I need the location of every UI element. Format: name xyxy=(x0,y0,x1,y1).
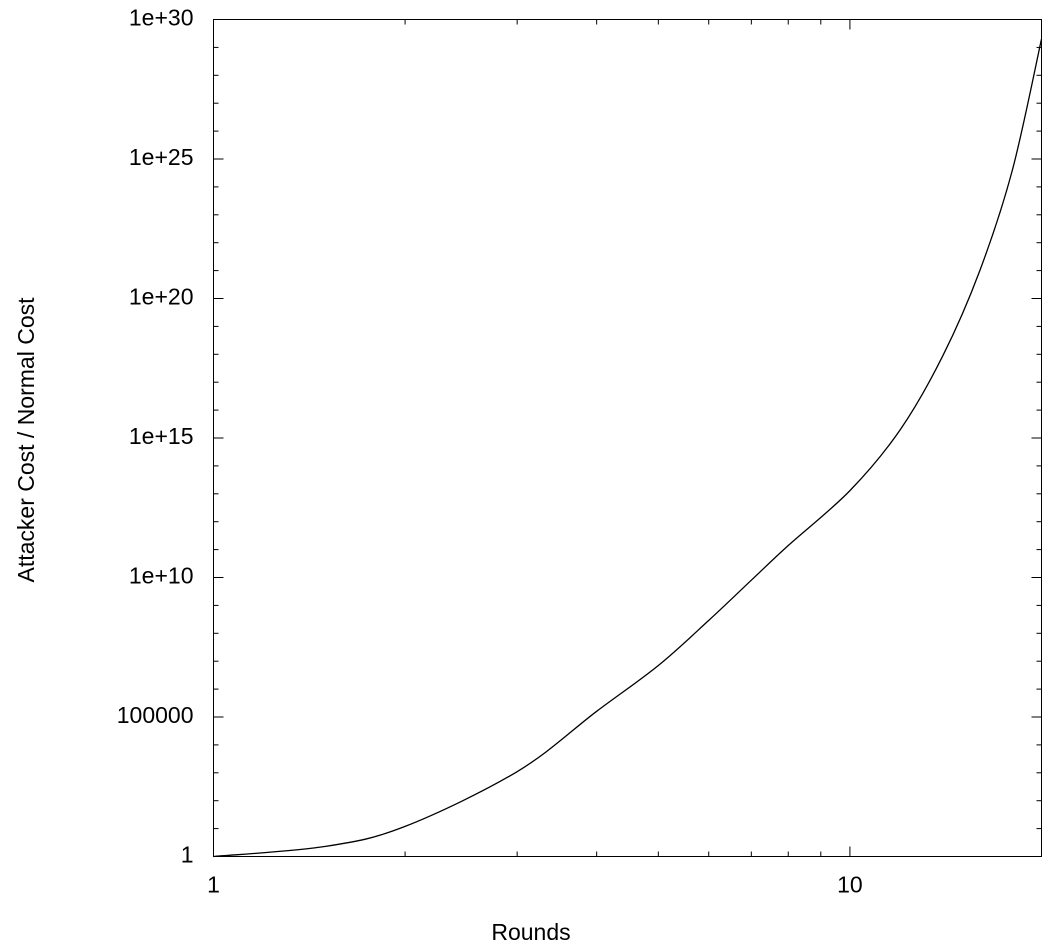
data-line xyxy=(213,38,1043,858)
y-tick-label: 1e+15 xyxy=(129,423,194,449)
y-tick-label: 1e+20 xyxy=(129,284,194,310)
y-tick-label: 100000 xyxy=(117,702,194,728)
plot-frame xyxy=(213,19,1042,857)
x-tick-label: 10 xyxy=(837,872,863,898)
x-axis-label: Rounds xyxy=(491,919,570,945)
y-tick-label: 1 xyxy=(181,842,194,868)
y-axis-label: Attacker Cost / Normal Cost xyxy=(13,297,39,583)
y-tick-label: 1e+10 xyxy=(129,563,194,589)
y-tick-label: 1e+25 xyxy=(129,144,194,170)
x-tick-label: 1 xyxy=(207,872,220,898)
y-tick-label: 1e+30 xyxy=(129,5,194,31)
